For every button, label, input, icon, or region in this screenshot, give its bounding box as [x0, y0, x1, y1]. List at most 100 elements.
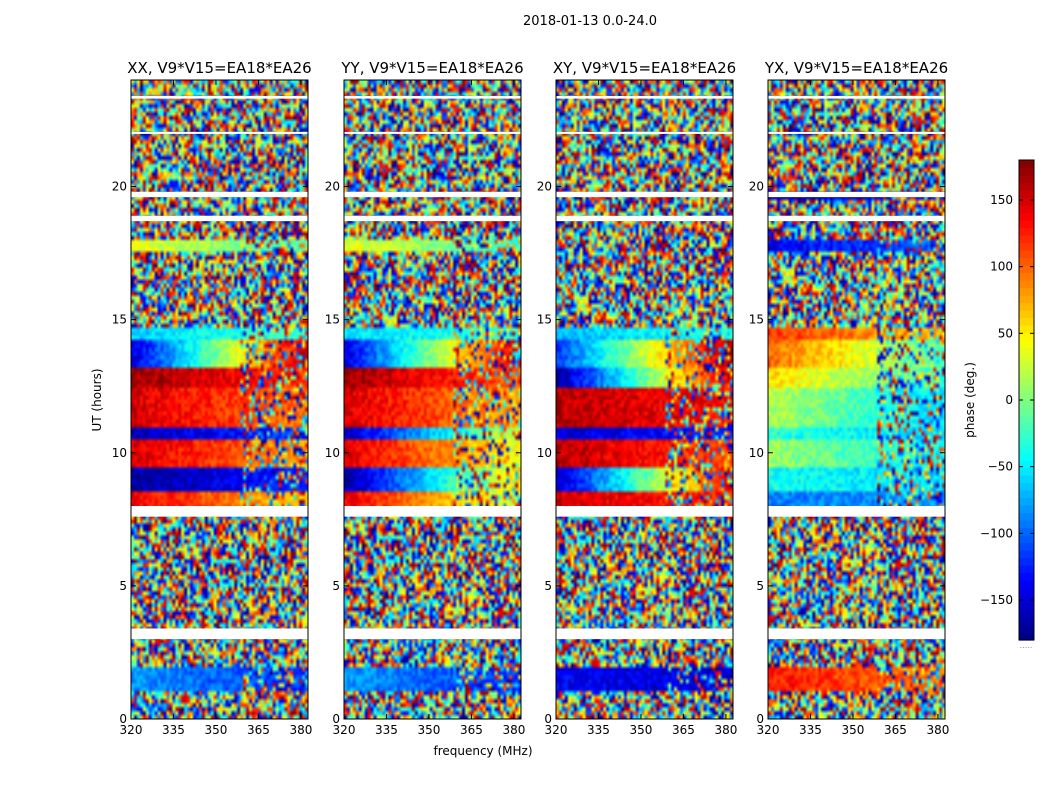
flagged-ut-band: [768, 191, 945, 198]
colorbar-segment: [1019, 197, 1034, 206]
y-tick-label: 0: [756, 712, 764, 726]
y-tick-label: 5: [544, 579, 552, 593]
colorbar-segment: [1019, 617, 1034, 626]
x-tick-label: 335: [799, 723, 822, 737]
colorbar-segment: [1019, 182, 1034, 191]
flagged-ut-band: [344, 628, 521, 640]
flagged-ut-band: [131, 506, 308, 517]
colorbar-segment: [1019, 167, 1034, 176]
colorbar-segment: [1019, 257, 1034, 266]
colorbar-segment: [1019, 475, 1034, 484]
panel-title: XX, V9*V15=EA18*EA26: [127, 59, 311, 77]
phase-image: [556, 80, 733, 719]
colorbar-segment: [1019, 467, 1034, 476]
x-tick-label: 320: [757, 723, 780, 737]
x-tick-label: 365: [672, 723, 695, 737]
flagged-ut-band: [131, 131, 308, 134]
heatmap-panel: YX, V9*V15=EA18*EA26 320 335 350 365 380 0 5 10 1…: [749, 59, 950, 737]
flagged-ut-band: [131, 215, 308, 222]
flagged-ut-band: [131, 191, 308, 198]
colorbar-segment: [1019, 400, 1034, 409]
y-tick-label: 15: [112, 313, 127, 327]
flagged-ut-band: [556, 131, 733, 134]
colorbar-segment: [1019, 460, 1034, 469]
flagged-ut-band: [556, 628, 733, 640]
colorbar-segment: [1019, 160, 1034, 169]
panel-title: YX, V9*V15=EA18*EA26: [764, 59, 948, 77]
flagged-ut-band: [768, 95, 945, 99]
colorbar-label: phase (deg.): [963, 362, 977, 438]
colorbar-segment: [1019, 595, 1034, 604]
colorbar-segment: [1019, 340, 1034, 349]
colorbar-segment: [1019, 497, 1034, 506]
x-tick-label: 350: [418, 723, 441, 737]
colorbar-segment: [1019, 452, 1034, 461]
x-tick-label: 320: [333, 723, 356, 737]
x-tick-label: 335: [587, 723, 610, 737]
colorbar-tick-label: 50: [998, 326, 1013, 340]
flagged-ut-band: [131, 95, 308, 99]
x-tick-label: 350: [630, 723, 653, 737]
x-tick-label: 380: [502, 723, 525, 737]
colorbar-segment: [1019, 302, 1034, 311]
colorbar-segment: [1019, 242, 1034, 251]
colorbar-segment: [1019, 362, 1034, 371]
x-tick-label: 335: [162, 723, 185, 737]
colorbar-segment: [1019, 265, 1034, 274]
flagged-ut-band: [131, 628, 308, 640]
colorbar-segment: [1019, 250, 1034, 259]
colorbar-segment: [1019, 587, 1034, 596]
figure-suptitle: 2018-01-13 0.0-24.0: [523, 14, 657, 29]
flagged-ut-band: [768, 131, 945, 134]
colorbar-segment: [1019, 175, 1034, 184]
y-tick-label: 15: [749, 313, 764, 327]
flagged-ut-band: [556, 95, 733, 99]
colorbar-tick-label: −150: [980, 593, 1013, 607]
colorbar-segment: [1019, 287, 1034, 296]
colorbar-segment: [1019, 557, 1034, 566]
colorbar-tick-label: 100: [990, 260, 1013, 274]
colorbar-tick-label: −50: [988, 460, 1013, 474]
flagged-ut-band: [344, 506, 521, 517]
colorbar-segment: [1019, 212, 1034, 221]
x-tick-label: 350: [205, 723, 228, 737]
axes-frame: [130, 79, 309, 720]
colorbar-segment: [1019, 220, 1034, 229]
x-tick-label: 380: [289, 723, 312, 737]
colorbar-segment: [1019, 625, 1034, 634]
colorbar-segment: [1019, 482, 1034, 491]
colorbar-segment: [1019, 377, 1034, 386]
axes-frame: [767, 79, 946, 720]
colorbar-segment: [1019, 355, 1034, 364]
colorbar-segment: [1019, 415, 1034, 424]
y-tick-label: 10: [749, 446, 764, 460]
colorbar-segment: [1019, 437, 1034, 446]
x-tick-label: 380: [714, 723, 737, 737]
flagged-ut-band: [768, 628, 945, 640]
colorbar-segment: [1019, 422, 1034, 431]
x-tick-label: 365: [460, 723, 483, 737]
colorbar-segment: [1019, 295, 1034, 304]
y-tick-label: 10: [112, 446, 127, 460]
colorbar-segment: [1019, 445, 1034, 454]
x-tick-label: 365: [247, 723, 270, 737]
y-tick-label: 20: [325, 180, 340, 194]
axes-frame: [555, 79, 734, 720]
colorbar-segment: [1019, 407, 1034, 416]
flagged-ut-band: [556, 191, 733, 198]
colorbar-segment: [1019, 527, 1034, 536]
flagged-ut-band: [344, 191, 521, 198]
colorbar-segment: [1019, 332, 1034, 341]
colorbar-segment: [1019, 385, 1034, 394]
flagged-ut-band: [768, 506, 945, 517]
colorbar-tick-label: −100: [980, 526, 1013, 540]
axes-frame: [343, 79, 522, 720]
x-axis-label: frequency (MHz): [433, 744, 532, 758]
y-tick-label: 20: [112, 180, 127, 194]
y-tick-label: 5: [756, 579, 764, 593]
heatmap-panel: YY, V9*V15=EA18*EA26 320 335 350 365 380 0 5 10 1…: [325, 59, 526, 737]
y-tick-label: 15: [325, 313, 340, 327]
colorbar: −150 −100 −50 0 50 100 150: [980, 159, 1035, 641]
colorbar-segment: [1019, 520, 1034, 529]
